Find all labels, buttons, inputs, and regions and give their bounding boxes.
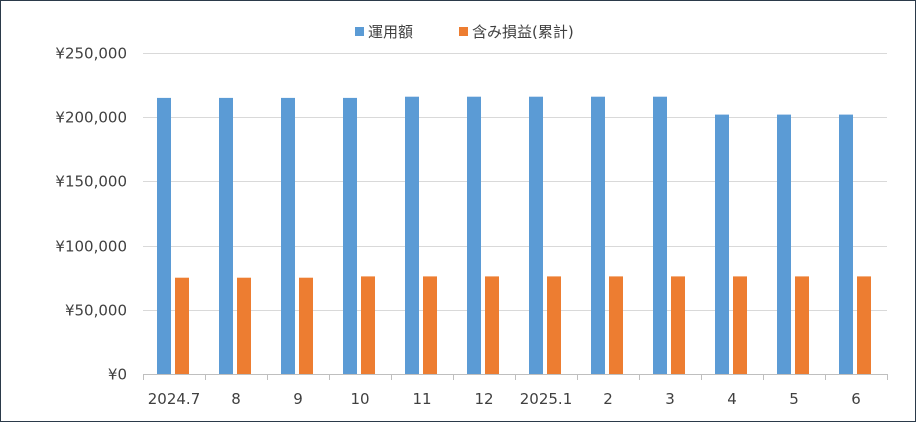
legend-label-unrealized-gain: 含み損益(累計) [472,23,574,41]
x-tick-label: 12 [474,390,493,408]
axes [143,374,888,380]
bar-unrealized-gain [175,277,189,374]
bar-operating-amount [281,97,295,375]
bar-unrealized-gain [299,277,313,374]
x-tick-label: 5 [789,390,799,408]
x-tick-label: 6 [851,390,861,408]
x-tick-label: 2024.7 [148,390,201,408]
bar-unrealized-gain [609,276,623,374]
bar-operating-amount [591,96,605,374]
bar-unrealized-gain [547,276,561,374]
y-tick-label: ¥0 [108,366,127,384]
y-tick-label: ¥200,000 [55,109,127,127]
bar-operating-amount [343,97,357,375]
legend: 運用額 含み損益(累計) [355,23,574,41]
y-tick-label: ¥100,000 [55,238,127,256]
bar-unrealized-gain [795,276,809,374]
x-tick-label: 9 [293,390,303,408]
y-axis-tick-labels: ¥0 ¥50,000 ¥100,000 ¥150,000 ¥200,000 ¥250,00… [55,45,127,384]
bar-unrealized-gain [671,276,685,374]
x-tick-label: 2 [603,390,613,408]
legend-swatch-unrealized-gain [459,27,468,36]
bar-operating-amount [653,96,667,374]
bar-unrealized-gain [237,277,251,374]
legend-swatch-operating-amount [355,27,364,36]
bar-operating-amount [157,97,171,375]
bar-operating-amount [529,96,543,374]
x-tick-label: 3 [665,390,675,408]
x-tick-label: 2025.1 [520,390,573,408]
x-tick-label: 4 [727,390,737,408]
bar-unrealized-gain [361,276,375,374]
bar-operating-amount [715,114,729,374]
y-tick-label: ¥250,000 [55,45,127,63]
bar-operating-amount [777,114,791,374]
bar-unrealized-gain [423,276,437,374]
x-tick-label: 11 [412,390,431,408]
x-tick-label: 10 [350,390,369,408]
bar-operating-amount [405,96,419,374]
bars [157,96,871,375]
bar-unrealized-gain [485,276,499,374]
bar-unrealized-gain [857,276,871,374]
x-axis-tick-labels: 2024.7 8 9 10 11 12 2025.1 2 3 4 5 6 [148,390,861,408]
bar-operating-amount [839,114,853,374]
y-tick-label: ¥50,000 [65,302,127,320]
bar-operating-amount [467,96,481,374]
y-tick-label: ¥150,000 [55,173,127,191]
bar-unrealized-gain [733,276,747,374]
gridlines [143,53,887,311]
legend-label-operating-amount: 運用額 [368,23,413,41]
x-tick-label: 8 [231,390,241,408]
bar-operating-amount [219,97,233,375]
